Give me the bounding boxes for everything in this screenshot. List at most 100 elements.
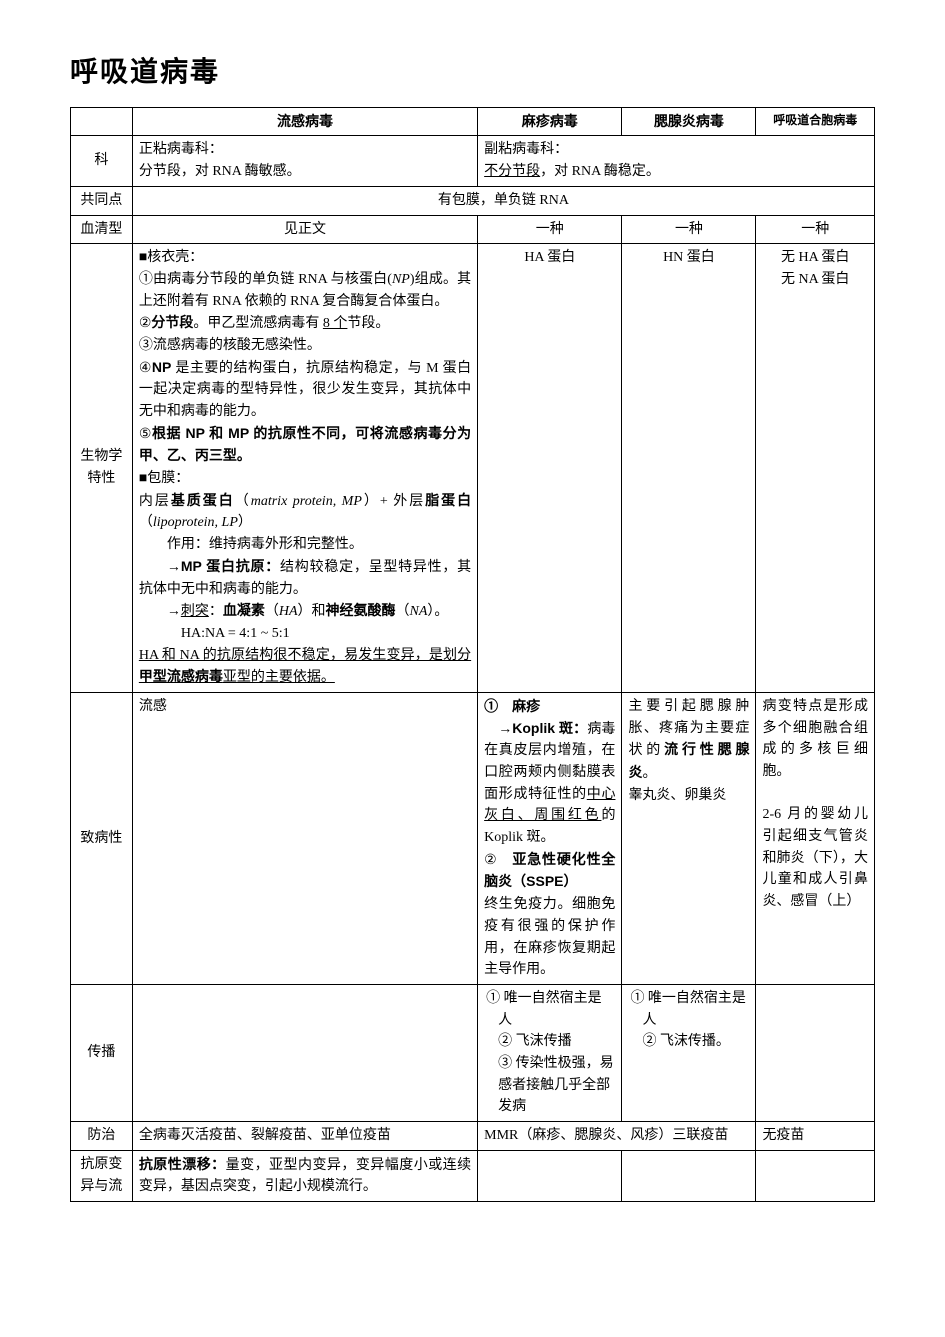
serotype-c2: 一种 bbox=[478, 215, 622, 244]
variation-rsv bbox=[756, 1150, 875, 1201]
family-paramyxo: 副粘病毒科： 不分节段，对 RNA 酶稳定。 bbox=[478, 136, 875, 186]
page-title: 呼吸道病毒 bbox=[70, 50, 875, 95]
biology-influenza: ■核衣壳： ①由病毒分节段的单负链 RNA 与核蛋白(NP)组成。其上还附着有 … bbox=[132, 244, 477, 693]
row-family: 科 正粘病毒科： 分节段，对 RNA 酶敏感。 副粘病毒科： 不分节段，对 RN… bbox=[71, 136, 875, 186]
header-blank bbox=[71, 107, 133, 136]
txt: ①由病毒分节段的单负链 RNA 与核蛋白( bbox=[139, 272, 392, 287]
patho-rsv: 病变特点是形成多个细胞融合组成的多核巨细胞。 2-6 月的婴幼儿引起细支气管炎和… bbox=[756, 692, 875, 984]
txt: 甲型流感病毒 bbox=[139, 668, 223, 684]
txt: （ bbox=[396, 604, 410, 619]
label-common: 共同点 bbox=[71, 186, 133, 215]
txt: 脂蛋白 bbox=[425, 492, 471, 508]
variation-mumps bbox=[622, 1150, 756, 1201]
txt: （ bbox=[139, 515, 153, 530]
txt: ⑤ bbox=[139, 427, 152, 442]
label-patho: 致病性 bbox=[71, 692, 133, 984]
txt: → bbox=[167, 604, 181, 619]
txt: （ bbox=[265, 604, 279, 619]
txt: ④ bbox=[139, 361, 152, 376]
prevent-mmr: MMR（麻疹、腮腺炎、风疹）三联疫苗 bbox=[478, 1122, 756, 1151]
txt: ② bbox=[484, 853, 512, 868]
txt: 刺突 bbox=[181, 604, 209, 619]
serotype-c4: 一种 bbox=[756, 215, 875, 244]
txt: → bbox=[484, 722, 512, 737]
row-pathogenicity: 致病性 流感 ① 麻疹 →Koplik 斑：病毒在真皮层内增殖，在口腔两颊内侧黏… bbox=[71, 692, 875, 984]
row-transmission: 传播 ① 唯一自然宿主是人 ② 飞沫传播 ③ 传染性极强，易感者接触几乎全部发病… bbox=[71, 984, 875, 1121]
txt: 血凝素 bbox=[223, 602, 265, 618]
txt: 作用：维持病毒外形和完整性。 bbox=[139, 534, 471, 556]
label-family: 科 bbox=[71, 136, 133, 186]
label-prevent: 防治 bbox=[71, 1122, 133, 1151]
row-prevention: 防治 全病毒灭活疫苗、裂解疫苗、亚单位疫苗 MMR（麻疹、腮腺炎、风疹）三联疫苗… bbox=[71, 1122, 875, 1151]
row-serotype: 血清型 见正文 一种 一种 一种 bbox=[71, 215, 875, 244]
common-value: 有包膜，单负链 RNA bbox=[132, 186, 874, 215]
patho-measles: ① 麻疹 →Koplik 斑：病毒在真皮层内增殖，在口腔两颊内侧黏膜表面形成特征… bbox=[478, 692, 622, 984]
trans-mumps: ① 唯一自然宿主是人 ② 飞沫传播。 bbox=[622, 984, 756, 1121]
virus-comparison-table: 流感病毒 麻疹病毒 腮腺炎病毒 呼吸道合胞病毒 科 正粘病毒科： 分节段，对 R… bbox=[70, 107, 875, 1202]
txt: ）+ 外层 bbox=[362, 494, 425, 509]
txt: HA bbox=[279, 604, 298, 619]
txt: lipoprotein, LP bbox=[153, 515, 238, 530]
header-rsv: 呼吸道合胞病毒 bbox=[756, 107, 875, 136]
variation-measles bbox=[478, 1150, 622, 1201]
txt: ■包膜： bbox=[139, 468, 471, 490]
txt: ③流感病毒的核酸无感染性。 bbox=[139, 335, 471, 357]
serotype-c3: 一种 bbox=[622, 215, 756, 244]
txt: 抗原性漂移： bbox=[139, 1156, 226, 1172]
trans-measles: ① 唯一自然宿主是人 ② 飞沫传播 ③ 传染性极强，易感者接触几乎全部发病 bbox=[478, 984, 622, 1121]
txt: 睾丸炎、卵巢炎 bbox=[628, 785, 749, 807]
txt: 。甲乙型流感病毒有 bbox=[193, 316, 323, 331]
txt: 亚型的主要依据。 bbox=[223, 670, 335, 685]
txt: ： bbox=[209, 604, 223, 619]
header-influenza: 流感病毒 bbox=[132, 107, 477, 136]
txt: 终生免疫力。细胞免疫有很强的保护作用，在麻疹恢复期起主导作用。 bbox=[484, 894, 615, 981]
txt: ，对 RNA 酶稳定。 bbox=[540, 164, 660, 179]
txt: MP 蛋白抗原： bbox=[181, 558, 280, 574]
row-common: 共同点 有包膜，单负链 RNA bbox=[71, 186, 875, 215]
row-biology: 生物学 特性 ■核衣壳： ①由病毒分节段的单负链 RNA 与核蛋白(NP)组成。… bbox=[71, 244, 875, 693]
txt: ① 麻疹 bbox=[484, 696, 615, 718]
txt: 节段。 bbox=[347, 316, 389, 331]
txt: → bbox=[167, 560, 181, 575]
txt: NP bbox=[152, 359, 171, 375]
txt: HA:NA = 4:1 ~ 5:1 bbox=[139, 623, 471, 645]
txt: HA 和 NA 的抗原结构很不稳定，易发生变异，是划分 bbox=[139, 648, 471, 663]
biology-rsv: 无 HA 蛋白 无 NA 蛋白 bbox=[756, 244, 875, 693]
txt: ）和 bbox=[298, 604, 326, 619]
txt: （ bbox=[235, 494, 251, 509]
patho-mumps: 主要引起腮腺肿胀、疼痛为主要症状的流行性腮腺炎。 睾丸炎、卵巢炎 bbox=[622, 692, 756, 984]
txt: NP bbox=[392, 272, 410, 287]
txt: matrix protein, MP bbox=[251, 494, 362, 509]
txt: 基质蛋白 bbox=[171, 492, 235, 508]
label-biology: 生物学 特性 bbox=[71, 244, 133, 693]
variation-influenza: 抗原性漂移：量变，亚型内变异，变异幅度小或连续变异，基因点突变，引起小规模流行。 bbox=[132, 1150, 477, 1201]
txt: ）。 bbox=[427, 604, 448, 619]
patho-influenza: 流感 bbox=[132, 692, 477, 984]
txt: 分节段 bbox=[151, 314, 193, 330]
row-variation: 抗原变异与流 抗原性漂移：量变，亚型内变异，变异幅度小或连续变异，基因点突变，引… bbox=[71, 1150, 875, 1201]
txt: 。 bbox=[642, 766, 656, 781]
txt: ■核衣壳： bbox=[139, 247, 471, 269]
txt: ② bbox=[139, 316, 152, 331]
txt: 不分节段 bbox=[484, 164, 540, 179]
label-trans: 传播 bbox=[71, 984, 133, 1121]
family-influenza: 正粘病毒科： 分节段，对 RNA 酶敏感。 bbox=[132, 136, 477, 186]
txt: NA bbox=[410, 604, 428, 619]
biology-mumps: HN 蛋白 bbox=[622, 244, 756, 693]
txt: ） bbox=[238, 515, 252, 530]
txt: 内层 bbox=[139, 494, 171, 509]
label-variation: 抗原变异与流 bbox=[71, 1150, 133, 1201]
prevent-rsv: 无疫苗 bbox=[756, 1122, 875, 1151]
txt: 副粘病毒科： bbox=[484, 142, 568, 157]
label-serotype: 血清型 bbox=[71, 215, 133, 244]
txt: Koplik 斑： bbox=[512, 720, 587, 736]
trans-rsv bbox=[756, 984, 875, 1121]
header-measles: 麻疹病毒 bbox=[478, 107, 622, 136]
txt: 8 个 bbox=[323, 316, 348, 331]
header-mumps: 腮腺炎病毒 bbox=[622, 107, 756, 136]
txt: 神经氨酸酶 bbox=[326, 602, 396, 618]
biology-measles: HA 蛋白 bbox=[478, 244, 622, 693]
txt: 根据 NP 和 MP 的抗原性不同，可将流感病毒分为甲、乙、丙三型。 bbox=[139, 425, 471, 464]
serotype-c1: 见正文 bbox=[132, 215, 477, 244]
prevent-influenza: 全病毒灭活疫苗、裂解疫苗、亚单位疫苗 bbox=[132, 1122, 477, 1151]
